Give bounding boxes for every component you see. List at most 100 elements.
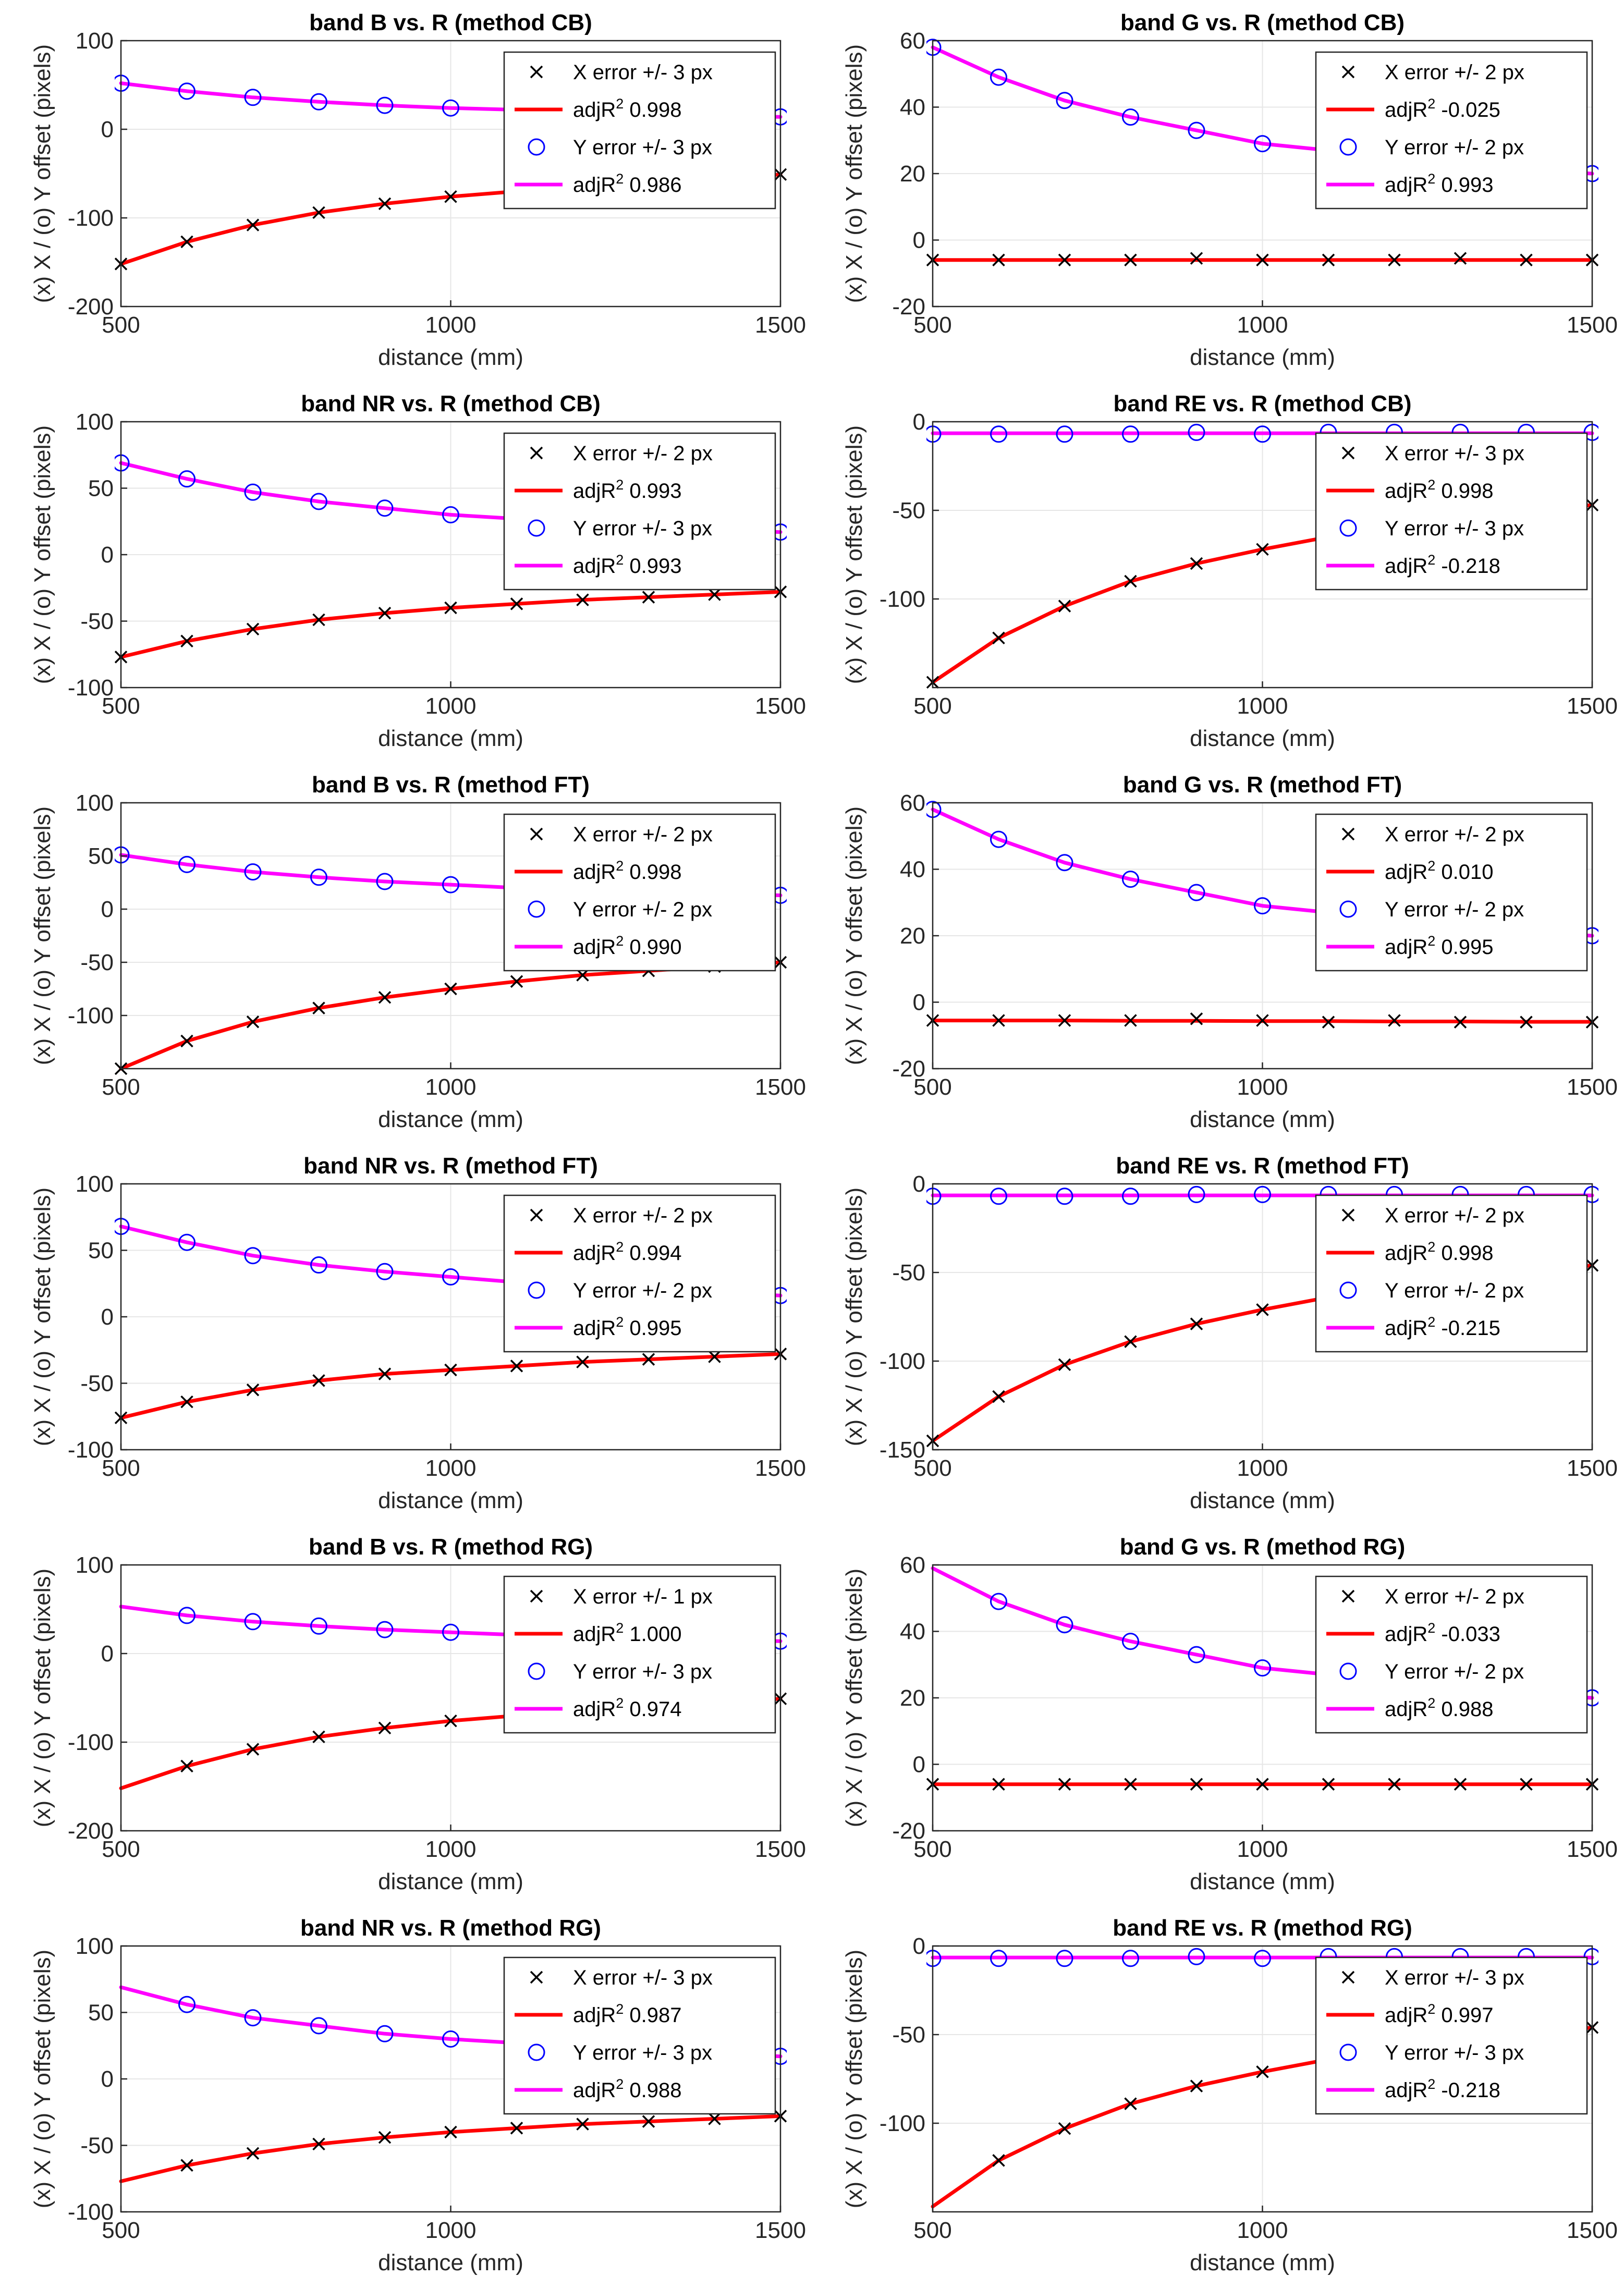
x-data-point [378,197,392,211]
x-data-point [180,2159,193,2172]
x-data-point [180,1759,193,1773]
x-data-point [1322,1778,1335,1791]
y-data-point [178,1233,196,1251]
legend-label: adjR2 0.010 [1385,858,1494,884]
legend: X error +/- 3 px adjR2 0.997 Y error +/- 3… [1315,1956,1588,2115]
x-axis-label: distance (mm) [378,1488,523,1513]
y-tick-label: 0 [913,990,925,1015]
y-data-point [1122,1188,1139,1205]
x-tick-label: 1000 [1237,1455,1288,1481]
x-data-point [1190,557,1203,570]
y-tick-label: -100 [880,2111,925,2136]
x-tick-label: 500 [913,1074,951,1100]
x-tick-label: 1000 [425,1837,477,1862]
legend-y-marker [1339,138,1357,156]
legend: X error +/- 2 px adjR2 0.993 Y error +/- 3… [503,432,776,591]
chart-title: band B vs. R (method CB) [309,10,592,35]
y-tick-label: -50 [80,950,114,975]
chart-panel: 500 1000 1500 -100 -50 0 50 100 band NR vs. R (m… [0,1905,812,2286]
legend-label: X error +/- 2 px [573,823,713,846]
legend-label: X error +/- 3 px [573,1966,713,1989]
legend-label: adjR2 0.988 [573,2076,682,2102]
legend-x-marker [1341,827,1355,841]
chart-panel: 500 1000 1500 -20 0 20 40 60 band G vs. R (metho… [812,0,1623,381]
x-tick-label: 500 [102,1837,140,1862]
x-data-point [1190,1012,1203,1025]
legend-box [1315,1956,1588,2115]
x-data-point [1190,2079,1203,2092]
legend-label: adjR2 0.998 [1385,477,1494,503]
chart-title: band G vs. R (method CB) [1120,10,1405,35]
y-tick-label: 100 [76,1552,114,1578]
y-tick-label: 60 [900,790,925,816]
legend-y-marker [528,519,545,537]
y-tick-label: -100 [880,586,925,612]
y-tick-label: 0 [101,2066,114,2092]
x-data-point [246,1384,260,1397]
x-tick-label: 1000 [1237,312,1288,338]
y-data-point [442,506,459,523]
legend-label: adjR2 -0.218 [1385,2076,1500,2102]
x-data-point [992,1014,1005,1027]
y-data-point [442,2030,459,2048]
legend-box [1315,1194,1588,1353]
x-data-point [510,975,523,988]
x-data-point [510,2122,523,2135]
x-data-point [1058,599,1071,613]
legend-label: adjR2 0.994 [573,1239,682,1265]
x-data-point [1454,252,1467,265]
y-data-point [1254,897,1271,915]
y-tick-label: 100 [76,1171,114,1197]
x-tick-label: 500 [913,2218,951,2243]
x-data-point [1256,1778,1269,1791]
legend-x-marker [1341,65,1355,79]
legend-box [503,1956,776,2115]
legend-label: adjR2 0.995 [573,1314,682,1340]
legend-label: X error +/- 2 px [1385,1585,1524,1608]
y-axis-label: (x) X / (o) Y offset (pixels) [30,806,55,1065]
x-data-point [1256,543,1269,556]
legend: X error +/- 3 px adjR2 0.998 Y error +/- 3… [1315,432,1588,591]
x-data-point [1256,2065,1269,2078]
legend-label: Y error +/- 3 px [573,517,712,540]
y-tick-label: -20 [892,1818,925,1844]
legend-label: Y error +/- 2 px [573,1279,712,1302]
x-data-point [1520,1778,1533,1791]
legend-label: Y error +/- 2 px [573,898,712,921]
x-data-point [378,991,392,1004]
chart-title: band RE vs. R (method CB) [1113,391,1411,417]
x-tick-label: 1500 [755,2218,806,2243]
y-tick-label: -50 [892,2022,925,2048]
x-data-point [444,1363,457,1377]
x-tick-label: 500 [913,693,951,719]
y-tick-label: -100 [68,1437,114,1463]
y-data-point [442,1268,459,1286]
y-tick-label: 50 [88,843,114,869]
x-axis-label: distance (mm) [1190,345,1335,370]
x-data-point [246,622,260,636]
x-data-point [992,2154,1005,2167]
y-tick-label: -100 [68,2199,114,2225]
x-data-point [708,2112,721,2125]
x-tick-label: 500 [102,693,140,719]
legend: X error +/- 2 px adjR2 0.998 Y error +/- 2… [1315,1194,1588,1353]
y-axis-label: (x) X / (o) Y offset (pixels) [30,1569,55,1827]
legend-box [1315,432,1588,591]
y-data-point [244,483,262,501]
x-data-point [576,2117,589,2131]
y-tick-label: 0 [101,542,114,568]
chart-title: band B vs. R (method RG) [309,1534,593,1560]
legend-x-marker [1341,1208,1355,1222]
legend-y-marker [1339,519,1357,537]
x-data-point [312,2137,325,2151]
y-data-point [1056,1188,1073,1205]
chart-svg: 500 1000 1500 -100 -50 0 band RE vs. R (method… [841,391,1618,751]
legend: X error +/- 2 px adjR2 -0.033 Y error +/- … [1315,1575,1588,1734]
y-data-point [1254,1950,1271,1967]
y-tick-label: 100 [76,790,114,816]
x-tick-label: 1000 [1237,693,1288,719]
legend-label: X error +/- 2 px [1385,823,1524,846]
y-data-point [310,93,327,111]
x-tick-label: 1500 [1567,1074,1618,1100]
legend-label: Y error +/- 2 px [1385,898,1524,921]
